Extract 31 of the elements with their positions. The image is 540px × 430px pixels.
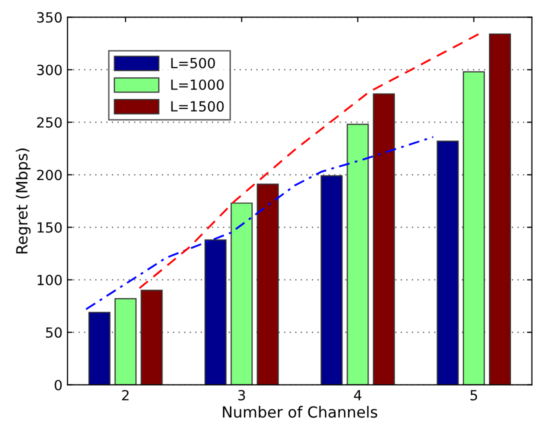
- legend-label: L=500: [171, 58, 215, 68]
- x-tick-label: 2: [122, 390, 129, 400]
- bar: [140, 290, 163, 385]
- x-tick-label: 3: [238, 390, 245, 400]
- x-tick-label: 5: [470, 390, 478, 400]
- y-tick-label: 150: [38, 222, 62, 233]
- y-tick-label: 250: [37, 117, 62, 128]
- bar: [488, 33, 511, 385]
- line-series: [85, 136, 434, 310]
- y-tick-label: 200: [37, 170, 62, 180]
- legend-label: L=1000: [171, 79, 224, 90]
- legend-label: L=1500: [171, 101, 224, 112]
- bar: [114, 298, 137, 385]
- x-tick-label: 4: [354, 390, 362, 400]
- y-axis-title: Regret (Mbps): [16, 148, 31, 254]
- line-series: [138, 32, 482, 290]
- bar: [230, 202, 253, 385]
- y-tick-label: 350: [37, 12, 62, 23]
- y-tick-label: 50: [46, 327, 62, 338]
- x-axis-title: Number of Channels: [222, 406, 378, 418]
- bar: [204, 239, 227, 385]
- bar: [256, 184, 279, 385]
- bar: [436, 140, 459, 385]
- y-tick-label: 300: [37, 64, 62, 76]
- bar: [372, 93, 395, 385]
- bar: [346, 124, 369, 385]
- bar: [320, 175, 343, 385]
- y-tick-label: 0: [54, 380, 62, 390]
- bar: [462, 71, 485, 385]
- y-tick-label: 100: [38, 274, 62, 286]
- bar: [88, 312, 110, 385]
